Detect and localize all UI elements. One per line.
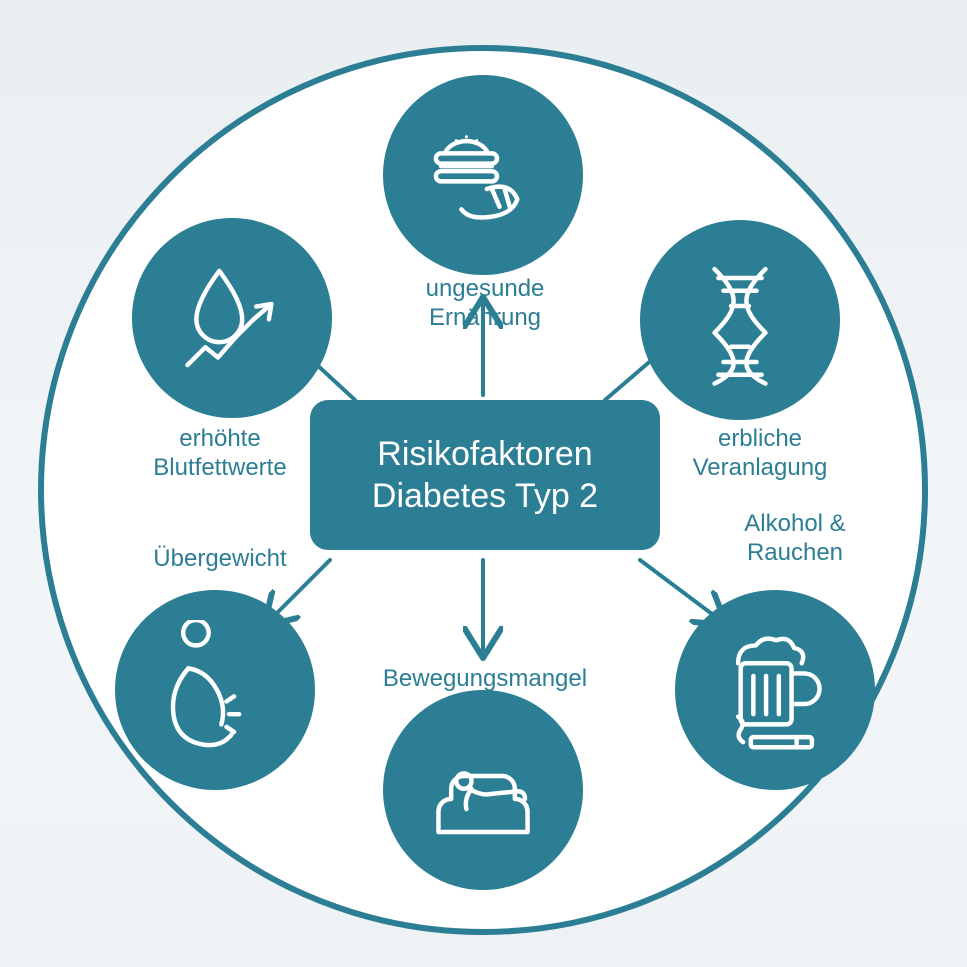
beer-cigarette-icon xyxy=(705,620,845,760)
factor-label-diet: ungesunde Ernährung xyxy=(390,275,580,333)
factor-label-alcohol: Alkohol & Rauchen xyxy=(695,510,895,568)
droplet-chart-icon xyxy=(162,248,302,388)
factor-label-sedentary: Bewegungsmangel xyxy=(340,665,630,694)
factor-node-alcohol xyxy=(675,590,875,790)
infographic-stage: Risikofaktoren Diabetes Typ 2 ungesunde … xyxy=(0,0,967,967)
overweight-icon xyxy=(145,620,285,760)
factor-label-overweight: Übergewicht xyxy=(120,545,320,574)
burger-croissant-icon xyxy=(413,105,553,245)
factor-node-bloodfat xyxy=(132,218,332,418)
factor-label-genetics: erbliche Veranlagung xyxy=(660,425,860,483)
couch-icon xyxy=(413,720,553,860)
center-title: Risikofaktoren Diabetes Typ 2 xyxy=(372,433,598,518)
factor-node-overweight xyxy=(115,590,315,790)
dna-icon xyxy=(670,250,810,390)
center-title-box: Risikofaktoren Diabetes Typ 2 xyxy=(310,400,660,550)
factor-node-diet xyxy=(383,75,583,275)
factor-label-bloodfat: erhöhte Blutfettwerte xyxy=(115,425,325,483)
factor-node-genetics xyxy=(640,220,840,420)
factor-node-sedentary xyxy=(383,690,583,890)
